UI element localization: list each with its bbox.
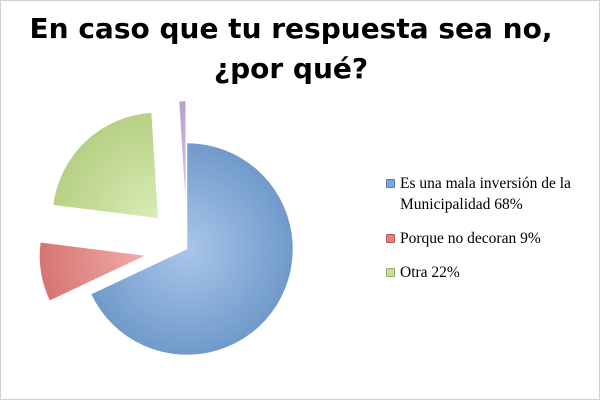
legend-swatch-no-decoran: [386, 234, 395, 243]
legend-item-no-decoran: Porque no decoran 9%: [386, 228, 591, 249]
pie-slice-0: [90, 142, 294, 356]
legend-label-no-decoran: Porque no decoran 9%: [400, 230, 541, 247]
legend-label-mala-inversion: Es una mala inversión de la Municipalida…: [400, 175, 571, 213]
chart-title: En caso que tu respuesta sea no, ¿por qu…: [29, 12, 553, 85]
legend-swatch-otra: [386, 268, 395, 277]
legend-item-mala-inversion: Es una mala inversión de la Municipalida…: [386, 173, 591, 215]
legend-label-otra: Otra 22%: [400, 264, 460, 281]
pie-slice-2: [52, 112, 159, 219]
chart-legend: Es una mala inversión de la Municipalida…: [386, 173, 591, 296]
pie-slices: [39, 100, 294, 356]
legend-swatch-mala-inversion: [386, 179, 395, 188]
legend-item-otra: Otra 22%: [386, 262, 591, 283]
pie-slice-1: [39, 242, 147, 302]
pie-slice-3: [178, 100, 186, 208]
